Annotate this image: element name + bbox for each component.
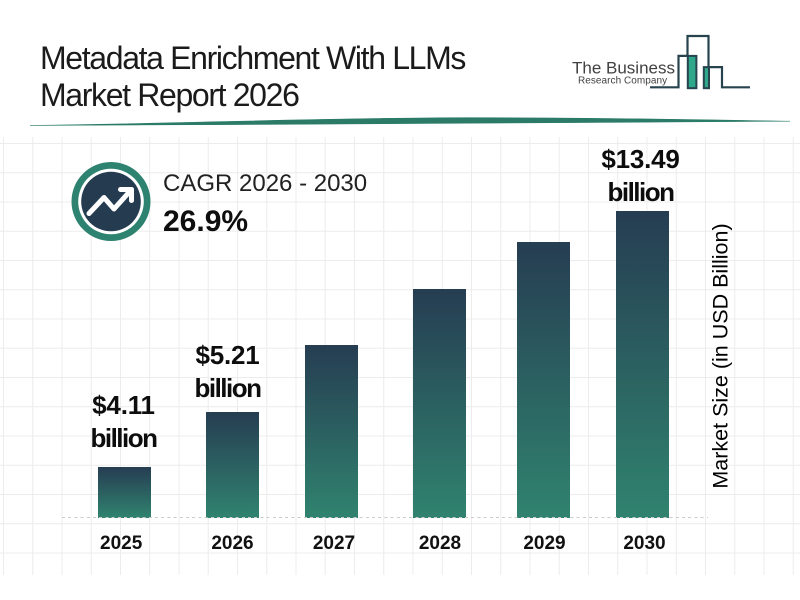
svg-text:Research Company: Research Company (578, 75, 667, 86)
svg-text:The Business: The Business (572, 59, 675, 78)
